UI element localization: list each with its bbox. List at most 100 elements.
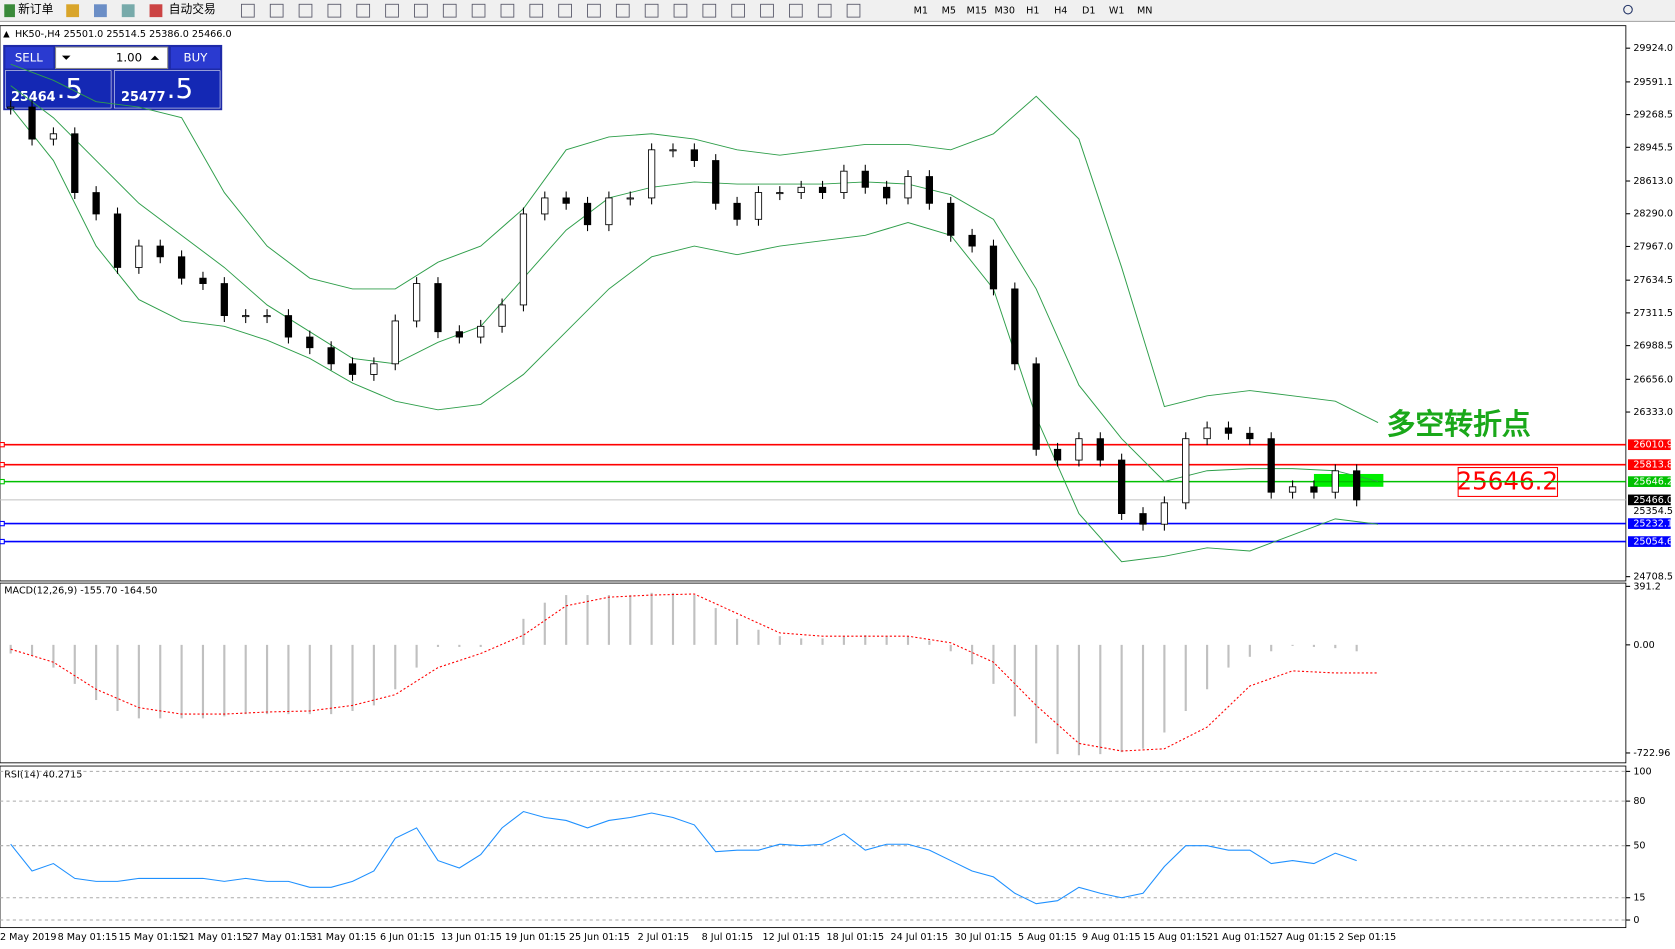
timeframe[interactable]: M30 [995,6,1016,17]
tool-icon[interactable] [385,3,399,18]
bollinger-lower [10,106,1379,563]
candle [1139,513,1147,525]
tool-icons [240,3,861,18]
tool-icon[interactable] [66,4,80,18]
sell-label[interactable]: SELL [15,50,43,64]
tool-icon[interactable] [356,3,371,18]
buy-price-fraction[interactable]: .5 [167,72,193,105]
tool-icon[interactable] [615,3,630,18]
lot-input[interactable] [55,46,169,70]
candle [754,192,763,220]
candle [242,315,250,318]
timeframe[interactable]: MN [1137,6,1152,17]
tool-icon[interactable] [644,3,659,18]
tool-icon[interactable] [121,4,135,18]
time-label: 8 May 01:15 [58,932,118,943]
tick-label: 24708.5 [1633,572,1673,583]
tool-icon[interactable] [327,3,342,18]
candle [28,106,36,140]
tool-icon[interactable] [471,3,486,18]
candle [477,325,485,338]
candle [925,176,934,204]
tick-label: 28945.5 [1633,142,1673,153]
candle [135,245,143,268]
tool-icon[interactable] [558,3,572,18]
level-tag [1627,459,1671,471]
candle [733,202,741,220]
tool-icon[interactable] [702,3,717,18]
tool-icon[interactable] [500,3,515,18]
tick-label: -722.96 [1633,748,1670,759]
buy-label[interactable]: BUY [184,50,209,64]
tool-icon[interactable] [414,3,428,18]
level-label: 25646.2 [1633,477,1673,488]
candle [647,149,656,199]
auto-trade-icon[interactable] [149,4,163,18]
candle [113,213,122,268]
tool-icon[interactable] [269,3,284,18]
sell-price[interactable]: 25464 [11,90,56,105]
candle [1203,427,1211,440]
timeframe[interactable]: D1 [1082,6,1096,17]
tool-icon[interactable] [760,3,774,18]
tool-icon[interactable] [731,3,745,18]
time-label: 2 Jul 01:15 [638,932,689,943]
tool-icon[interactable] [817,3,832,18]
tool-icon[interactable] [298,3,313,18]
buy-price-box[interactable] [114,70,221,109]
time-label: 13 Jun 01:15 [441,932,502,943]
tick-label: 15 [1633,893,1645,904]
candle [92,192,100,215]
buy-price[interactable]: 25477 [121,90,166,105]
timeframe[interactable]: M1 [914,6,928,17]
lot-value[interactable]: 1.00 [116,50,142,64]
tick-label: 100 [1633,766,1651,777]
tool-icon[interactable] [587,3,601,18]
buy-button[interactable] [170,47,221,69]
timeframe[interactable]: H4 [1054,6,1067,17]
search-icon[interactable] [1623,4,1633,15]
timeframe[interactable]: M5 [942,6,956,17]
sell-price-box[interactable] [5,70,112,109]
candle [263,315,271,318]
candle [968,234,976,247]
tool-icon[interactable] [846,3,861,18]
timeframe[interactable]: M15 [967,6,988,17]
time-label: 6 Jun 01:15 [380,932,435,943]
candle [1288,486,1297,493]
sell-button[interactable] [5,47,54,69]
tick-label: 29924.0 [1633,43,1673,54]
tool-icon[interactable] [94,4,107,18]
tool-icon[interactable] [240,3,255,18]
auto-trade[interactable]: 自动交易 [169,2,216,16]
timeframe[interactable]: W1 [1109,6,1125,17]
tick-label: 28290.0 [1633,209,1673,220]
new-order[interactable]: 新订单 [18,2,53,16]
pivot-zone [1313,473,1384,487]
tool-icon[interactable] [529,3,544,18]
candle [177,256,186,279]
candle [412,283,421,322]
rsi-plot [0,765,1627,929]
timeframe[interactable]: H1 [1026,6,1039,17]
candle [583,202,592,226]
tool-icon[interactable] [673,3,688,18]
rsi-header: RSI(14) 40.2715 [4,770,82,781]
level-handle [0,478,5,485]
time-label: 31 May 01:15 [311,932,377,943]
time-label: 30 Jul 01:15 [955,932,1013,943]
time-label: 15 Aug 01:15 [1143,932,1208,943]
tool-icon[interactable] [442,3,457,18]
candle [541,197,549,215]
candle [1011,288,1019,365]
candle [1310,486,1318,493]
candle [818,186,827,193]
time-label: 15 May 01:15 [119,932,185,943]
time-label: 18 Jul 01:15 [827,932,885,943]
tool-icon[interactable] [789,3,803,18]
candle [1353,470,1361,501]
candle [989,245,998,290]
new-order-icon[interactable] [4,4,15,18]
candle [434,283,442,333]
